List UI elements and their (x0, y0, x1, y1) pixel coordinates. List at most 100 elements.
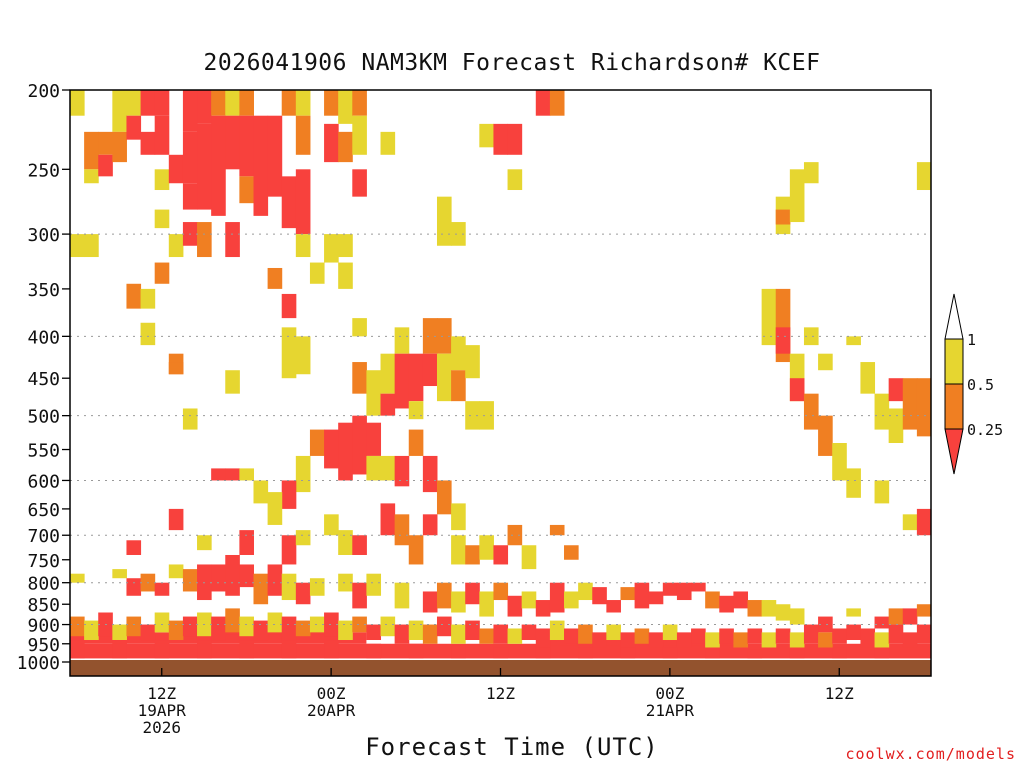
heatmap-cell (719, 628, 734, 644)
heatmap-cell (295, 115, 311, 155)
heatmap-cell (309, 616, 325, 633)
credit-link[interactable]: coolwx.com/models (845, 745, 1016, 763)
heatmap-cell (832, 443, 847, 481)
heatmap-cell (324, 514, 339, 536)
heatmap-cell (789, 378, 805, 402)
heatmap-cell (916, 508, 932, 536)
heatmap-cell (592, 632, 607, 648)
heatmap-cell (225, 468, 240, 481)
heatmap-cell (493, 624, 509, 644)
heatmap-cell (140, 90, 156, 116)
heatmap-cell (451, 624, 466, 644)
heatmap-cell (84, 169, 99, 184)
heatmap-cell (818, 616, 833, 633)
heatmap-cell (479, 628, 494, 644)
heatmap-cell (394, 624, 410, 644)
heatmap-cell (422, 318, 438, 354)
heatmap-cell (239, 530, 254, 555)
heatmap-cell (281, 293, 297, 319)
heatmap-cell (154, 582, 170, 596)
heatmap-cell (719, 595, 734, 613)
heatmap-cell (380, 616, 396, 637)
heatmap-cell (705, 649, 720, 659)
heatmap-cell (394, 327, 410, 354)
x-tick-label: 19APR (138, 701, 187, 720)
heatmap-cell (634, 582, 650, 609)
heatmap-cell (154, 90, 170, 116)
heatmap-cell (309, 262, 325, 284)
heatmap-cell (70, 640, 85, 659)
y-tick-label: 550 (27, 441, 60, 462)
heatmap-cell (197, 640, 212, 659)
heatmap-cell (267, 115, 283, 197)
heatmap-cell (507, 595, 523, 617)
heatmap-cell (493, 545, 509, 565)
heatmap-cell (211, 616, 226, 641)
heatmap-cell (789, 649, 805, 659)
heatmap-cell (408, 401, 424, 420)
heatmap-cell (295, 582, 311, 605)
heatmap-cell (507, 169, 523, 191)
y-axis: 200 250 300 350 400 450 500 550 600 650 700 7508008… (17, 81, 70, 674)
heatmap-cell (295, 169, 311, 235)
heatmap-cell (535, 90, 551, 116)
heatmap-cell (338, 422, 353, 481)
heatmap-cell (140, 322, 156, 346)
heatmap-cell (606, 600, 621, 613)
heatmap-cell (507, 123, 523, 155)
heatmap-cell (295, 336, 311, 375)
y-tick-label: 350 (27, 280, 60, 301)
heatmap-cell (789, 608, 805, 625)
heatmap-cell (479, 591, 494, 617)
heatmap-cell (916, 624, 932, 644)
heatmap-cell (352, 535, 367, 555)
y-tick-label: 650 (27, 500, 60, 521)
heatmap-cell (154, 115, 170, 155)
heatmap-cell (168, 508, 184, 531)
heatmap-cell (380, 131, 396, 155)
heatmap-cell (126, 90, 142, 116)
y-tick-label: 750 (27, 551, 60, 572)
heatmap-cell (168, 564, 184, 579)
heatmap-cell (126, 578, 142, 596)
heatmap-cell (465, 401, 480, 430)
heatmap-cell (253, 115, 269, 216)
heatmap-cell (295, 620, 311, 637)
heatmap-cell (352, 415, 367, 475)
heatmap-cell (549, 90, 565, 116)
heatmap-cell (281, 176, 297, 229)
heatmap-cell (281, 480, 297, 509)
heatmap-cell (606, 624, 621, 641)
heatmap-cell (422, 455, 438, 493)
heatmap-cell (182, 408, 198, 430)
heatmap-cell (902, 378, 918, 430)
heatmap-cell (507, 628, 523, 644)
heatmap-cell (352, 318, 367, 337)
x-tick-label: 2026 (142, 718, 181, 737)
heatmap-cell (84, 234, 99, 258)
heatmap-cell (394, 582, 410, 609)
heatmap-cell (70, 234, 85, 258)
heatmap-cell (846, 336, 861, 346)
heatmap-cell (352, 362, 367, 394)
heatmap-cell (98, 154, 113, 177)
heatmap-cell (295, 455, 311, 493)
x-tick-label: 00Z (655, 684, 684, 703)
heatmap-cell (436, 353, 452, 402)
colorbar-swatch (944, 338, 964, 385)
heatmap-cell (154, 612, 170, 633)
heatmap-cell (324, 90, 339, 116)
heatmap-cell (761, 632, 777, 648)
heatmap-cell (267, 267, 283, 289)
heatmap-cell (267, 564, 283, 596)
heatmap-cell (112, 569, 127, 579)
heatmap-cell (846, 624, 861, 641)
heatmap-cell (154, 169, 170, 191)
heatmap-cell (662, 647, 678, 659)
heatmap-cell (874, 632, 890, 648)
heatmap-cell (564, 628, 579, 644)
heatmap-cell (535, 628, 551, 648)
heatmap-cell (860, 362, 876, 394)
heatmap-cell (747, 649, 763, 659)
